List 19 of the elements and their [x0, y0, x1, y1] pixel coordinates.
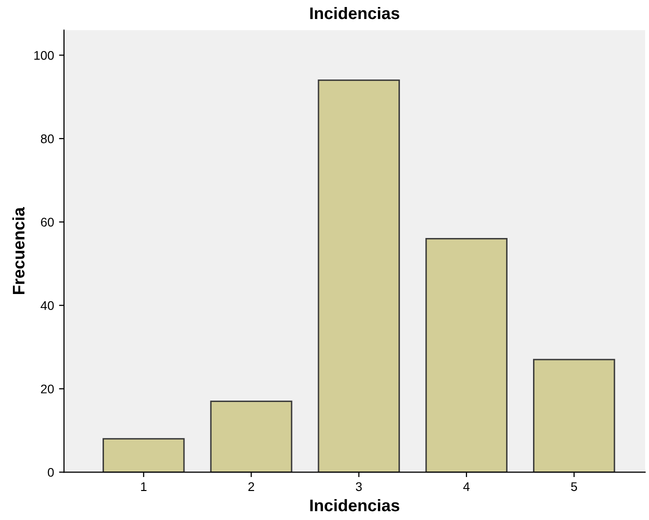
y-axis-title: Frecuencia	[12, 207, 25, 294]
x-tick-label: 2	[248, 482, 254, 491]
bar	[425, 238, 508, 472]
bar	[102, 438, 185, 472]
x-axis-title: Incidencias	[310, 499, 400, 512]
x-tick-label: 4	[463, 482, 470, 491]
chart-title: Incidencias	[310, 6, 400, 20]
y-tick-label: 60	[41, 218, 54, 227]
y-tick-label: 40	[40, 301, 54, 310]
x-tick-label: 3	[356, 482, 362, 492]
y-tick-label: 100	[34, 50, 54, 60]
bar	[210, 400, 292, 472]
y-tick-label: 20	[40, 384, 54, 394]
bar	[533, 358, 616, 472]
y-tick-label: 0	[48, 468, 54, 477]
x-tick-label: 1	[141, 482, 146, 491]
y-tick-label: 80	[40, 134, 54, 144]
bar	[318, 80, 400, 472]
x-tick-label: 5	[571, 482, 578, 492]
